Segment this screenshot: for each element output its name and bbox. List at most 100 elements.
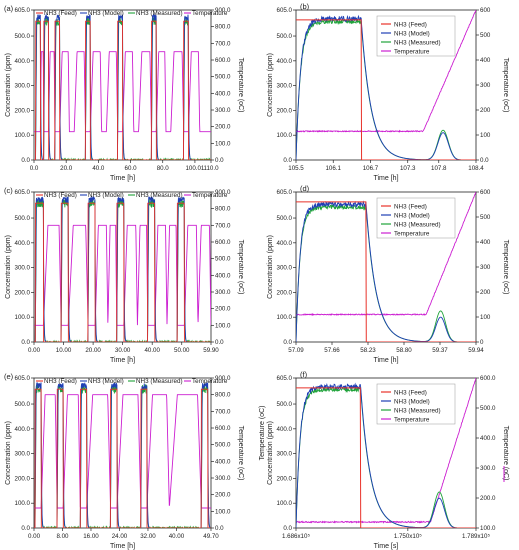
legend-label: NH3 (Model) bbox=[394, 398, 430, 405]
x-axis-label: Time [h] bbox=[373, 357, 398, 364]
y2-tick-label: 700.0 bbox=[215, 222, 231, 229]
y2-tick-label: 300 bbox=[480, 82, 491, 89]
legend-label: NH3 (Measured) bbox=[394, 407, 441, 414]
y2-tick-label: 100.0 bbox=[215, 508, 231, 515]
y-axis-label: Concentration (ppm) bbox=[5, 53, 12, 117]
y2-tick-label: 100 bbox=[480, 132, 491, 139]
y2-tick-label: 200.0 bbox=[215, 492, 231, 499]
y-tick-label: 400.0 bbox=[15, 426, 31, 433]
chart-panel-b: 0.0 100.0 200.0 300.0 400.0 500.0 605.0 0.0 100 2… bbox=[267, 2, 509, 182]
x-tick-label: 40.00 bbox=[144, 347, 160, 354]
x-tick-label: 24.00 bbox=[112, 533, 128, 540]
y2-tick-label: 300.0 bbox=[215, 107, 231, 114]
y2-tick-label: 400.0 bbox=[215, 272, 231, 279]
panel-label: (a) bbox=[4, 4, 14, 13]
y2-tick-label: 500.0 bbox=[480, 405, 496, 412]
x-tick-label: 57.09 bbox=[288, 347, 304, 354]
legend-box bbox=[376, 383, 456, 425]
y2-axis-label: Temperature (oC) bbox=[502, 426, 509, 481]
y2-tick-label: 200.0 bbox=[215, 124, 231, 131]
series-nh3-feed-line bbox=[296, 387, 476, 528]
y2-tick-label: 500.0 bbox=[215, 256, 231, 263]
y2-axis-label: Temperature (oC) bbox=[502, 240, 509, 295]
y2-tick-label: 200 bbox=[480, 107, 491, 114]
chart-panel-d: 0.0 100.0 200.0 300.0 400.0 500.0 605.0 0 100 200… bbox=[267, 184, 509, 364]
x-tick-label: 0.0 bbox=[30, 165, 39, 172]
y2-tick-label: 800.0 bbox=[215, 392, 231, 399]
y-tick-label: 400.0 bbox=[15, 58, 31, 65]
x-tick-label: 0.00 bbox=[28, 533, 41, 540]
y2-tick-label: 600.0 bbox=[215, 425, 231, 432]
x-tick-label: 58.80 bbox=[396, 347, 412, 354]
series-nh3-model-line bbox=[34, 196, 211, 342]
legend: NH3 (Feed) NH3 (Model) NH3 (Measured) Tempe… bbox=[36, 192, 228, 199]
y2-tick-label: 100.0 bbox=[215, 140, 231, 147]
y2-tick-label: 200.0 bbox=[215, 306, 231, 313]
y2-tick-label: 600 bbox=[480, 189, 491, 196]
legend-box bbox=[376, 197, 456, 239]
y2-tick-label: 800.0 bbox=[215, 206, 231, 213]
y-axis-label: Concentration (ppm) bbox=[267, 53, 274, 117]
legend-label: Temperature bbox=[192, 192, 228, 199]
y-tick-label: 605.0 bbox=[277, 375, 293, 382]
x-tick-label: 59.90 bbox=[203, 347, 219, 354]
legend: NH3 (Feed) NH3 (Model) NH3 (Measured) Tempe… bbox=[376, 197, 456, 239]
x-tick-label: 1.686x10⁵ bbox=[282, 533, 310, 540]
legend-label: NH3 (Feed) bbox=[44, 192, 77, 199]
x-tick-label: 107.3 bbox=[400, 165, 416, 172]
y2-tick-label: 300.0 bbox=[215, 289, 231, 296]
x-axis-label: Time [s] bbox=[374, 543, 399, 550]
x-tick-label: 106.7 bbox=[363, 165, 379, 172]
legend-label: Temperature bbox=[394, 230, 430, 237]
x-tick-label: 57.66 bbox=[324, 347, 340, 354]
y-tick-label: 500.0 bbox=[15, 215, 31, 222]
y-tick-label: 400.0 bbox=[277, 240, 293, 247]
y2-tick-label: 100.0 bbox=[480, 525, 496, 532]
y-tick-label: 200.0 bbox=[15, 289, 31, 296]
series-temperature-line bbox=[34, 394, 211, 509]
legend-label: Temperature bbox=[192, 10, 228, 17]
y-axis-label: Concentration (ppm) bbox=[5, 235, 12, 299]
y-tick-label: 500.0 bbox=[277, 215, 293, 222]
series-temperature-line bbox=[296, 10, 476, 133]
y-tick-label: 200.0 bbox=[15, 475, 31, 482]
x-tick-label: 105.5 bbox=[288, 165, 304, 172]
y-tick-label: 605.0 bbox=[277, 189, 293, 196]
y2-tick-label: 600.0 bbox=[215, 57, 231, 64]
y2-tick-label: 600.0 bbox=[480, 375, 496, 382]
series-temperature-line bbox=[34, 224, 211, 326]
y2-tick-label: 500.0 bbox=[215, 442, 231, 449]
x-tick-label: 8.00 bbox=[56, 533, 69, 540]
y-tick-label: 0.0 bbox=[283, 339, 292, 346]
y2-tick-label: 400 bbox=[480, 239, 491, 246]
x-tick-label: 60.0 bbox=[125, 165, 138, 172]
y2-axis-label: Temperature (oC) bbox=[237, 426, 244, 481]
legend-label: NH3 (Measured) bbox=[394, 221, 441, 228]
x-tick-label: 30.00 bbox=[115, 347, 131, 354]
y2-tick-label: 100.0 bbox=[215, 322, 231, 329]
y-tick-label: 0.0 bbox=[283, 525, 292, 532]
x-tick-label: 10.00 bbox=[56, 347, 72, 354]
y-tick-label: 100.0 bbox=[277, 314, 293, 321]
y2-tick-label: 0.0 bbox=[215, 157, 224, 164]
panel-label: (d) bbox=[300, 184, 310, 193]
x-tick-label: 108.4 bbox=[468, 165, 484, 172]
y2-tick-label: 300.0 bbox=[480, 465, 496, 472]
y2-tick-label: 300.0 bbox=[215, 475, 231, 482]
y-tick-label: 100.0 bbox=[15, 314, 31, 321]
legend-label: NH3 (Feed) bbox=[394, 389, 427, 396]
x-tick-label: 20.00 bbox=[85, 347, 101, 354]
legend-label: NH3 (Feed) bbox=[394, 203, 427, 210]
y-tick-label: 0.0 bbox=[21, 157, 30, 164]
y-tick-label: 200.0 bbox=[277, 289, 293, 296]
series-nh3-feed-line bbox=[34, 202, 211, 342]
x-tick-label: 100.01 bbox=[185, 165, 204, 172]
chart-panel-f: 0.0 100.0 200.0 300.0 400.0 500.0 605.0 100.0 20… bbox=[259, 370, 509, 550]
x-tick-label: 50.00 bbox=[174, 347, 190, 354]
y2-tick-label: 900.0 bbox=[215, 375, 231, 382]
y-tick-label: 605.0 bbox=[15, 375, 31, 382]
legend: NH3 (Feed) NH3 (Model) NH3 (Measured) Tempe… bbox=[36, 378, 228, 385]
y-tick-label: 500.0 bbox=[15, 401, 31, 408]
series-group bbox=[34, 13, 211, 160]
y2-tick-label: 0 bbox=[480, 339, 484, 346]
